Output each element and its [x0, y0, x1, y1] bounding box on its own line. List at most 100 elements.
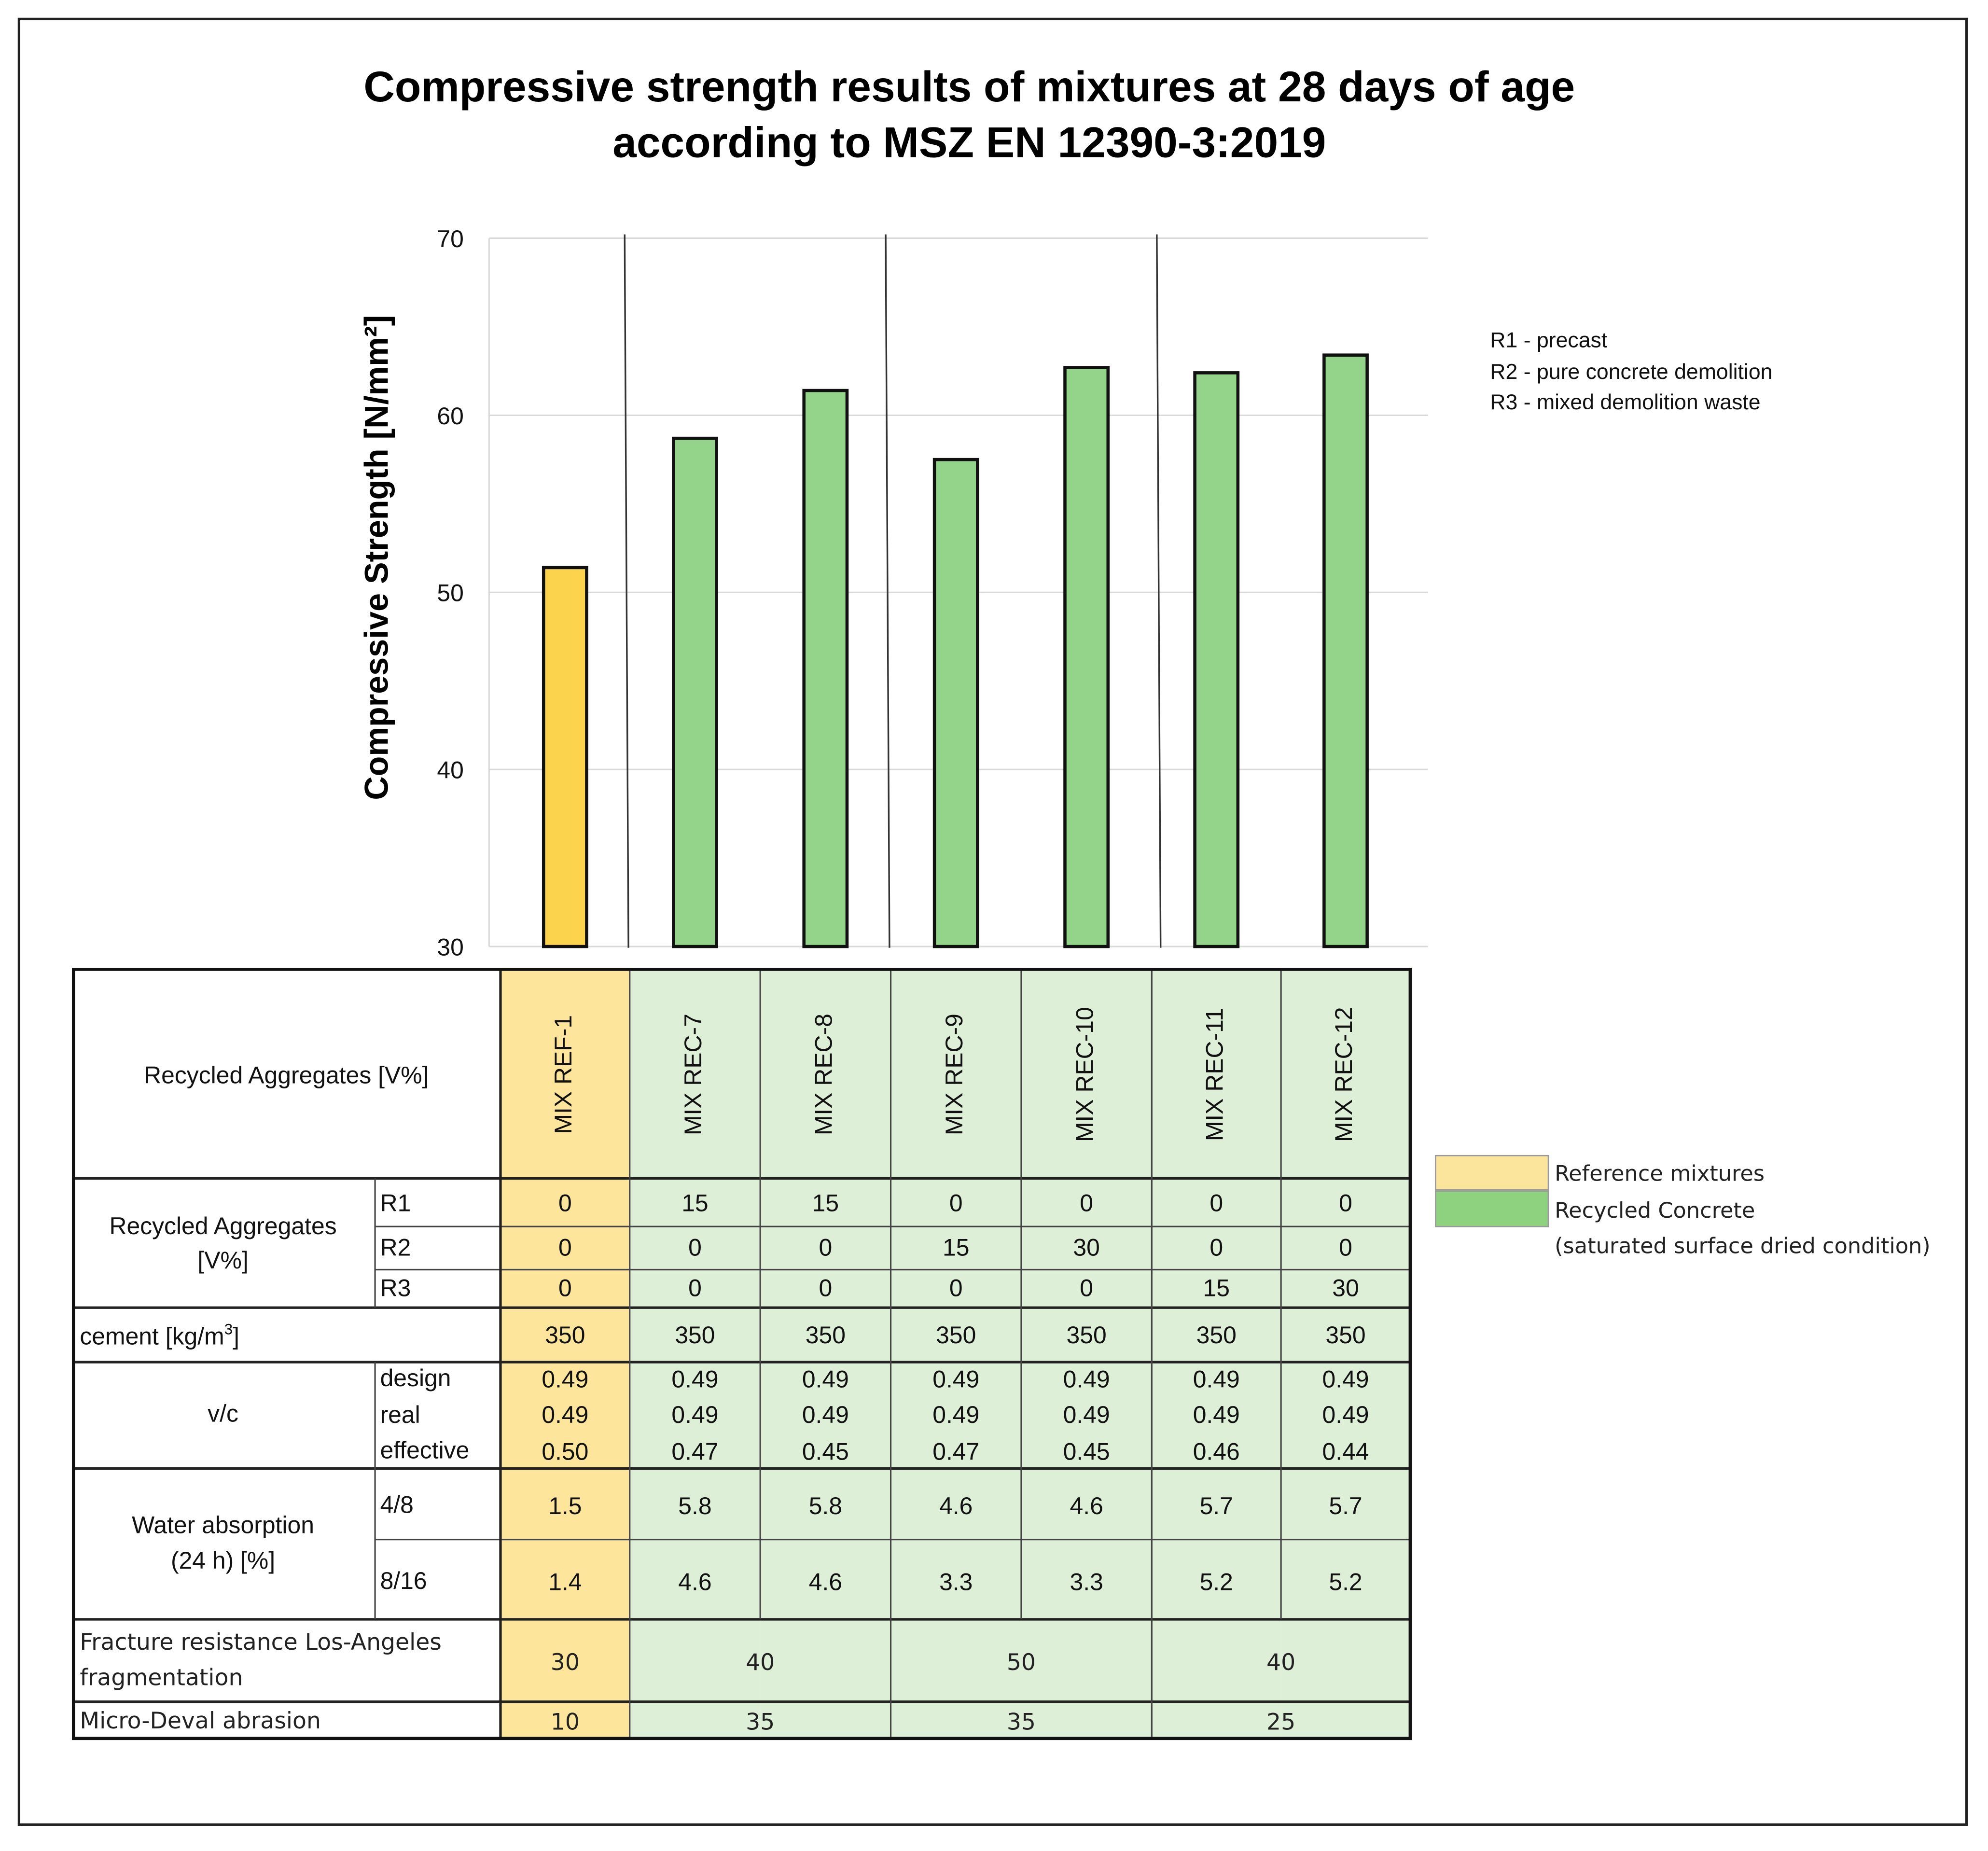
table-column-bg	[760, 969, 891, 1739]
column-header: MIX REC-9	[941, 1014, 968, 1135]
column-header: MIX REC-8	[810, 1014, 837, 1135]
cell-r2: 0	[1209, 1234, 1223, 1261]
bar-mix-rec-11	[1193, 371, 1240, 948]
cell-cement: 350	[675, 1322, 715, 1349]
cell-real: 0.49	[671, 1401, 718, 1428]
cell-effective: 0.50	[542, 1438, 588, 1465]
cell-fracture: 50	[1007, 1649, 1036, 1676]
cell-microdeval: 35	[746, 1709, 775, 1735]
cell-real: 0.49	[542, 1401, 588, 1428]
cell-w816: 5.2	[1329, 1569, 1362, 1596]
column-header: MIX REF-1	[550, 1015, 577, 1134]
bars	[542, 353, 1369, 948]
cement-label-close: ]	[233, 1322, 239, 1350]
design-label: design	[380, 1364, 451, 1392]
note-r3: R3 - mixed demolition waste	[1490, 390, 1760, 414]
cell-cement: 350	[1196, 1322, 1237, 1349]
bar-mix-rec-7	[672, 436, 718, 948]
cell-effective: 0.45	[802, 1438, 849, 1465]
table-border	[71, 968, 1412, 1740]
column-header: MIX REC-12	[1330, 1007, 1357, 1142]
cell-effective: 0.47	[932, 1438, 979, 1465]
r3-label: R3	[380, 1275, 411, 1302]
cell-cement: 350	[1325, 1322, 1365, 1349]
aggregates-label-line1: Recycled Aggregates	[109, 1212, 336, 1239]
note-r1: R1 - precast	[1490, 328, 1608, 352]
cell-microdeval: 25	[1266, 1709, 1295, 1735]
column-header: MIX REC-7	[680, 1014, 707, 1135]
bar-mix-rec-12	[1322, 353, 1369, 948]
column-header: MIX REC-11	[1201, 1008, 1228, 1141]
cell-r2: 0	[819, 1234, 832, 1261]
microdeval-label: Micro-Deval abrasion	[80, 1708, 321, 1734]
legend-label-reference: Reference mixtures	[1555, 1161, 1765, 1186]
cell-w816: 4.6	[678, 1569, 711, 1596]
cell-r3: 0	[558, 1275, 572, 1302]
table-header-label: Recycled Aggregates [V%]	[144, 1062, 429, 1089]
cell-fracture: 40	[1266, 1649, 1295, 1676]
bar-mix-rec-10	[1063, 366, 1110, 948]
legend-label-recycled: Recycled Concrete	[1555, 1198, 1755, 1223]
cell-effective: 0.45	[1063, 1438, 1110, 1465]
cell-design: 0.49	[802, 1366, 849, 1393]
r2-label: R2	[380, 1234, 411, 1261]
cell-cement: 350	[545, 1322, 585, 1349]
cell-design: 0.49	[1193, 1366, 1240, 1393]
cell-microdeval: 35	[1007, 1709, 1036, 1735]
cell-cement: 350	[936, 1322, 976, 1349]
cell-effective: 0.44	[1322, 1438, 1369, 1465]
cell-microdeval: 10	[551, 1709, 580, 1735]
y-tick-label: 60	[437, 403, 463, 430]
cell-w816: 1.4	[548, 1569, 582, 1596]
cell-w48: 5.7	[1200, 1492, 1233, 1519]
cell-real: 0.49	[802, 1401, 849, 1428]
vc-label: v/c	[208, 1400, 238, 1427]
cell-r1: 0	[1209, 1190, 1223, 1217]
group-separators	[624, 234, 1162, 948]
cell-effective: 0.47	[671, 1438, 718, 1465]
group-separator-line	[624, 234, 629, 948]
cell-cement: 350	[1067, 1322, 1107, 1349]
group-separator-line	[885, 234, 890, 948]
y-tick-label: 40	[437, 757, 463, 784]
table-column-bg	[1152, 969, 1281, 1739]
bar-mix-rec-9	[932, 458, 979, 948]
legend: Reference mixtures Recycled Concrete (sa…	[1435, 1155, 1931, 1258]
table-column-bg	[500, 969, 630, 1739]
r1-label: R1	[380, 1190, 411, 1217]
cell-r2: 0	[558, 1234, 572, 1261]
cell-r2: 0	[688, 1234, 702, 1261]
cell-w48: 5.8	[678, 1492, 711, 1519]
cell-r3: 0	[688, 1275, 702, 1302]
cell-w816: 4.6	[809, 1569, 842, 1596]
real-label: real	[380, 1401, 420, 1428]
cell-r1: 0	[558, 1190, 572, 1217]
cell-fracture: 40	[746, 1649, 775, 1676]
fracture-label-line1: Fracture resistance Los-Angeles	[80, 1629, 442, 1656]
cell-w48: 5.7	[1329, 1492, 1362, 1519]
gridlines	[488, 237, 1428, 947]
cell-w48: 4.6	[939, 1492, 973, 1519]
water-label-line1: Water absorption	[132, 1512, 314, 1539]
y-axis-ticks: 30 40 50 60 70	[437, 225, 463, 961]
cell-effective: 0.46	[1193, 1438, 1240, 1465]
column-header: MIX REC-10	[1071, 1007, 1098, 1142]
table-column-bg	[1281, 969, 1410, 1739]
table-backgrounds	[500, 969, 1410, 1739]
cell-w48: 5.8	[809, 1492, 842, 1519]
aggregates-label-line2: [V%]	[197, 1247, 248, 1274]
y-tick-label: 70	[437, 225, 463, 252]
legend-note: (saturated surface dried condition)	[1555, 1233, 1931, 1258]
cell-r3: 0	[819, 1275, 832, 1302]
chart-subtitle: according to MSZ EN 12390-3:2019	[612, 118, 1326, 167]
cell-cement: 350	[806, 1322, 846, 1349]
cell-real: 0.49	[1063, 1401, 1110, 1428]
legend-swatch-reference	[1435, 1155, 1549, 1191]
cell-real: 0.49	[1322, 1401, 1369, 1428]
bar-mix-ref-1	[542, 566, 588, 948]
note-r2: R2 - pure concrete demolition	[1490, 360, 1772, 384]
chart-title: Compressive strength results of mixtures…	[363, 62, 1575, 111]
cell-design: 0.49	[1322, 1366, 1369, 1393]
group-separator-line	[1156, 234, 1162, 948]
